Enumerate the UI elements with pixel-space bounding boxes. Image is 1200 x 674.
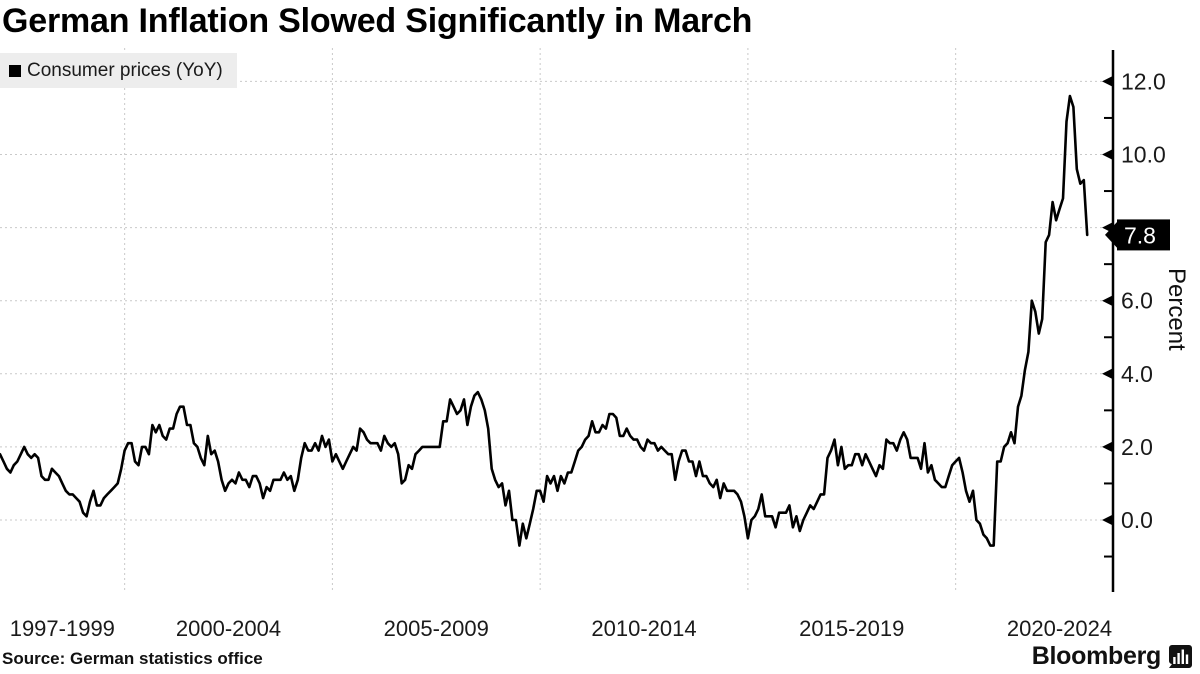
series-swatch-icon bbox=[9, 64, 21, 77]
bloomberg-terminal-icon bbox=[1169, 645, 1192, 668]
y-major-tick bbox=[1102, 368, 1113, 380]
y-major-tick bbox=[1102, 295, 1113, 307]
y-tick-label: 4.0 bbox=[1121, 361, 1153, 387]
x-tick-label: 2000-2004 bbox=[175, 616, 282, 641]
y-tick-label: 0.0 bbox=[1121, 507, 1153, 533]
x-tick-label: 1997-1999 bbox=[9, 616, 115, 641]
y-major-tick bbox=[1102, 441, 1113, 453]
x-tick-label: 2020-2024 bbox=[1006, 616, 1113, 641]
legend: Consumer prices (YoY) bbox=[0, 53, 237, 88]
y-tick-label: 10.0 bbox=[1121, 142, 1166, 168]
chart-title: German Inflation Slowed Significantly in… bbox=[2, 2, 753, 40]
y-major-tick bbox=[1102, 75, 1113, 87]
x-tick-label: 2010-2014 bbox=[591, 616, 697, 641]
inflation-line bbox=[0, 94, 1089, 547]
bloomberg-logo: Bloomberg bbox=[1032, 642, 1192, 671]
x-tick-label: 2005-2009 bbox=[383, 616, 489, 641]
legend-label: Consumer prices (YoY) bbox=[27, 59, 223, 81]
y-tick-label: 12.0 bbox=[1121, 68, 1166, 94]
y-tick-label: 2.0 bbox=[1121, 434, 1153, 460]
last-value-label: 7.8 bbox=[1124, 222, 1156, 248]
y-major-tick bbox=[1102, 149, 1113, 160]
bloomberg-wordmark: Bloomberg bbox=[1031, 642, 1162, 670]
last-value-badge-pointer bbox=[1105, 219, 1119, 250]
y-axis-title: Percent bbox=[1163, 268, 1190, 351]
source-note: Source: German statistics office bbox=[2, 649, 263, 668]
y-major-tick bbox=[1102, 514, 1113, 526]
last-value-badge bbox=[1117, 219, 1170, 251]
x-axis-labels: 1997-1999 2000-2004 2005-2009 2010-2014 2015… bbox=[0, 616, 1200, 646]
x-tick-label: 2015-2019 bbox=[799, 616, 905, 641]
y-tick-label: 6.0 bbox=[1121, 288, 1153, 314]
